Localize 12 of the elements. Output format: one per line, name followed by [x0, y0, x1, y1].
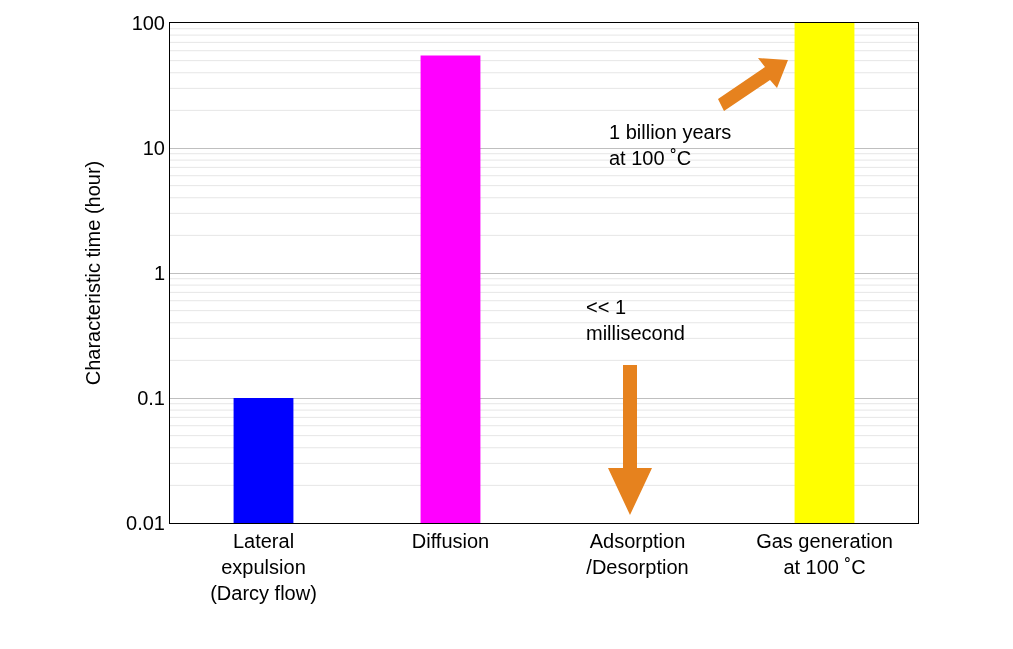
x-tick-label: Lateral expulsion (Darcy flow)	[210, 530, 317, 604]
x-tick-label: Gas generation at 100 ˚C	[756, 530, 893, 578]
annotation: 1 billion years at 100 ˚C	[609, 121, 732, 169]
x-tick-label: Adsorption /Desorption	[586, 530, 689, 578]
annotation: << 1 millisecond	[586, 296, 685, 344]
y-tick-label: 0.01	[126, 512, 165, 534]
y-tick-label: 1	[153, 262, 165, 284]
y-axis-title: Characteristic time (hour)	[81, 160, 104, 386]
y-tick-label: 0.1	[137, 387, 165, 409]
y-tick-label: 100	[131, 12, 165, 34]
x-tick-label: Diffusion	[411, 530, 490, 552]
y-tick-label: 10	[142, 137, 165, 159]
